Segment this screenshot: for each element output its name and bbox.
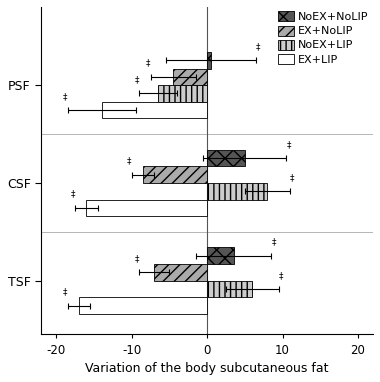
Text: ‡: ‡ (63, 288, 68, 296)
Text: ‡: ‡ (127, 157, 132, 165)
Bar (158, 85, 207, 102)
Text: ‡: ‡ (146, 59, 150, 68)
Text: ‡: ‡ (63, 92, 68, 101)
Bar (154, 264, 207, 281)
Bar (207, 281, 252, 297)
Text: ‡: ‡ (287, 140, 291, 149)
Text: ‡: ‡ (71, 190, 75, 199)
Bar (207, 248, 234, 264)
Text: ‡: ‡ (279, 271, 283, 280)
Bar (207, 183, 268, 199)
Text: ‡: ‡ (290, 173, 294, 182)
Text: ‡: ‡ (271, 238, 276, 247)
Bar (87, 199, 207, 216)
Bar (143, 166, 207, 183)
Bar (101, 102, 207, 118)
Text: ‡: ‡ (135, 75, 139, 84)
Bar (207, 150, 245, 166)
Bar (173, 68, 207, 85)
Bar (79, 297, 207, 314)
Text: ‡: ‡ (135, 254, 139, 263)
Bar (207, 52, 211, 68)
X-axis label: Variation of the body subcutaneous fat: Variation of the body subcutaneous fat (86, 362, 329, 375)
Legend: NoEX+NoLIP, EX+NoLIP, NoEX+LIP, EX+LIP: NoEX+NoLIP, EX+NoLIP, NoEX+LIP, EX+LIP (276, 9, 371, 67)
Text: ‡: ‡ (256, 42, 261, 51)
